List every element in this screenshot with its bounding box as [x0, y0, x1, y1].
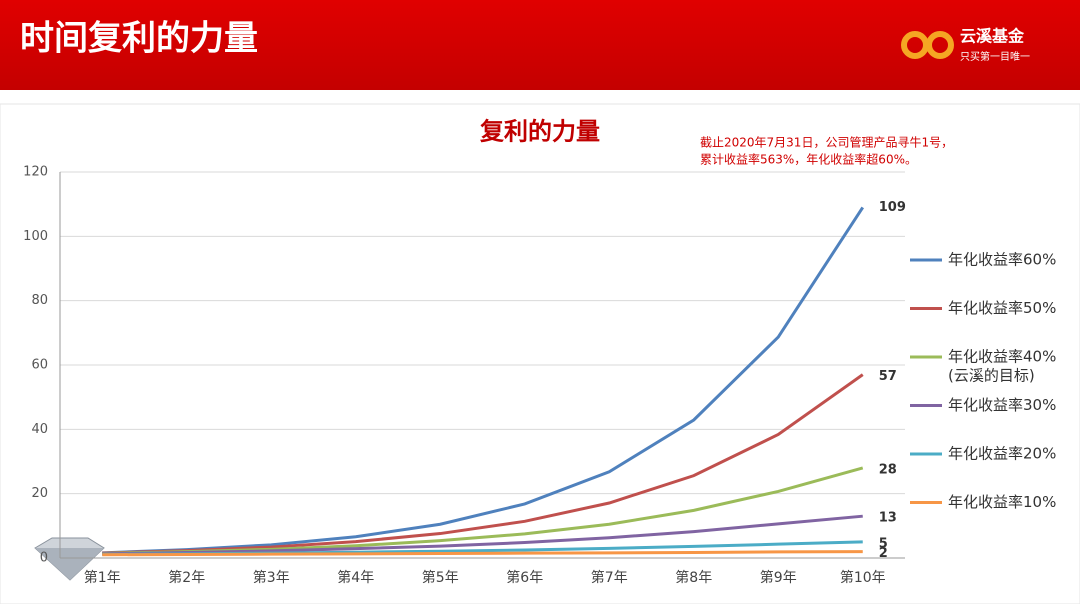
annotation: 累计收益率563%，年化收益率超60%。: [700, 152, 917, 167]
x-tick-label: 第4年: [337, 569, 374, 586]
data-label: 57: [879, 369, 897, 384]
data-label: 13: [879, 511, 897, 526]
series-line: [102, 514, 863, 556]
logo-slogan: 只买第一目唯一: [960, 50, 1030, 63]
x-tick-label: 第6年: [506, 569, 543, 586]
legend-label: 年化收益率40%: [948, 348, 1056, 366]
chart-title: 复利的力量: [479, 117, 600, 146]
legend-label: 年化收益率20%: [948, 445, 1056, 463]
x-tick-label: 第1年: [84, 569, 121, 586]
logo-name: 云溪基金: [960, 27, 1025, 46]
x-tick-label: 第7年: [591, 569, 628, 586]
y-tick-label: 120: [23, 165, 48, 180]
y-tick-label: 100: [23, 229, 48, 244]
data-label: 28: [879, 462, 897, 477]
logo-mark: [901, 31, 954, 59]
diamond: [34, 537, 105, 581]
x-tick-label: 第10年: [840, 569, 886, 586]
x-tick-label: 第9年: [760, 569, 797, 586]
x-tick-label: 第2年: [168, 569, 205, 586]
series-line: [102, 206, 865, 555]
legend-label: 年化收益率30%: [948, 396, 1056, 414]
legend-note: (云溪的目标): [948, 367, 1035, 385]
y-tick-label: 20: [31, 486, 48, 501]
x-tick-label: 第8年: [675, 569, 712, 586]
y-tick-label: 0: [40, 551, 48, 566]
data-label: 109: [879, 200, 906, 215]
x-tick-label: 第3年: [253, 569, 290, 586]
series-line: [102, 550, 863, 557]
page-title: 时间复利的力量: [20, 19, 258, 59]
series-line: [102, 373, 864, 555]
header-band: [0, 0, 1080, 90]
x-tick-label: 第5年: [422, 569, 459, 586]
data-label: 2: [879, 546, 888, 561]
annotation: 截止2020年7月31日，公司管理产品寻牛1号，: [700, 135, 953, 150]
legend-label: 年化收益率10%: [948, 493, 1056, 511]
data-label: 5: [879, 536, 888, 551]
legend-label: 年化收益率50%: [948, 299, 1056, 317]
y-tick-label: 80: [31, 293, 48, 308]
chart-panel: [0, 103, 1080, 605]
legend-label: 年化收益率60%: [948, 251, 1056, 269]
y-tick-label: 40: [31, 422, 48, 437]
y-tick-label: 60: [31, 358, 48, 373]
